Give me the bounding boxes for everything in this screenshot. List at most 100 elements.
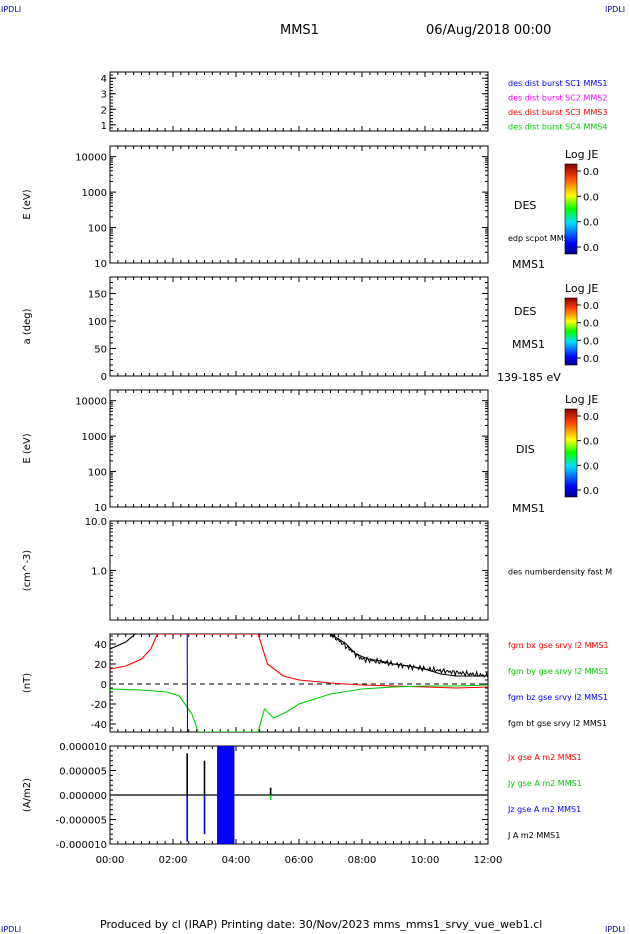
colorbar-tick-label: 0.0: [583, 192, 599, 203]
colorbar-tick-label: 0.0: [583, 167, 599, 178]
colorbar-tick-label: 0.0: [583, 319, 599, 330]
header-datetime: 06/Aug/2018 00:00: [426, 23, 551, 38]
y-axis-label: a (deg): [22, 308, 33, 344]
y-tick-label: 50: [94, 345, 107, 356]
y-tick-label: 4: [101, 74, 107, 85]
panel-side-label: DES: [514, 305, 536, 318]
panel-des-energy: 10 100 1000 10000 E (eV) DES edp scpot MMS1 MMS…: [22, 145, 574, 271]
panel-dis-energy: 10 100 1000 10000 E (eV) DIS MMS1: [22, 389, 545, 515]
corner-label-bottom-left: IPDLI: [1, 925, 21, 934]
panel-frame: [109, 520, 489, 621]
colorbar-tick-label: 0.0: [583, 461, 599, 472]
legend-entry: fgm bz gse srvy l2 MMS1: [508, 693, 608, 702]
colorbar-tick-label: 0.0: [583, 301, 599, 312]
panel-magnetic-field: -40 -20 0 20 40 (nT) fgm bx gse srvy l2 MMS1 fg…: [22, 633, 609, 733]
time-axis: 00:00 02:00 04:00 06:00 08:00 10:00 12:00: [96, 855, 503, 866]
panel-frame: [109, 633, 489, 733]
panel-frame: [109, 145, 489, 264]
y-tick-label: -20: [91, 700, 107, 711]
footer: Produced by cl (IRAP) Printing date: 30/…: [100, 918, 542, 931]
colorbar-gradient: [564, 297, 578, 366]
panel-side-label: MMS1: [512, 502, 545, 515]
y-tick-label: 0.000010: [59, 742, 107, 753]
legend-entry: fgm bt gse srvy l2 MMS1: [508, 719, 607, 728]
panel-side-label: MMS1: [512, 258, 545, 271]
colorbar-1: Log JE 0.0 0.0 0.0 0.0: [564, 148, 599, 255]
legend-entry: J A m2 MMS1: [507, 831, 560, 840]
colorbar-tick-label: 0.0: [583, 243, 599, 254]
y-tick-label: 10.0: [85, 517, 107, 528]
colorbar-title: Log JE: [565, 282, 598, 295]
y-tick-label: 100: [88, 317, 107, 328]
x-tick-label: 12:00: [474, 855, 503, 866]
y-tick-label: 0: [101, 372, 107, 383]
y-axis-label: (A/m2): [22, 778, 33, 812]
y-axis-label: (cm^-3): [22, 550, 33, 591]
y-tick-label: 1000: [82, 188, 107, 199]
header-spacecraft: MMS1: [280, 23, 319, 38]
panel-side-label: 139-185 eV: [497, 371, 561, 384]
colorbar-gradient: [564, 163, 578, 255]
legend-entry: des numberdensity fast M: [508, 568, 612, 577]
legend-entry: des dist burst SC1 MMS1: [508, 79, 607, 88]
colorbar-tick-label: 0.0: [583, 336, 599, 347]
colorbar-tick-label: 0.0: [583, 218, 599, 229]
x-tick-label: 04:00: [222, 855, 251, 866]
y-tick-label: 0.000005: [59, 767, 107, 778]
y-tick-label: 0.000000: [59, 791, 107, 802]
legend-entry: des dist burst SC2 MMS2: [508, 94, 607, 103]
panel-side-label: DIS: [516, 443, 535, 456]
panel-frame: [109, 389, 489, 508]
bt-noise-line: [330, 634, 488, 679]
y-tick-label: 0: [101, 680, 107, 691]
legend-entry: fgm bx gse srvy l2 MMS1: [508, 641, 609, 650]
panel-side-label: edp scpot MMS1: [508, 234, 574, 243]
plot-area: [110, 634, 488, 732]
y-axis-label: E (eV): [22, 433, 33, 463]
y-tick-label: 150: [88, 290, 107, 301]
y-axis-label: E (eV): [22, 189, 33, 219]
y-tick-label: 1000: [82, 432, 107, 443]
series-line: [110, 634, 488, 689]
panel-side-label: MMS1: [512, 338, 545, 351]
colorbar-tick-label: 0.0: [583, 486, 599, 497]
x-tick-label: 02:00: [159, 855, 188, 866]
series-line: [110, 634, 488, 677]
panel-density: 1.0 10.0 (cm^-3) des numberdensity fast M: [22, 517, 612, 621]
legend-entry: Jx gse A m2 MMS1: [507, 753, 582, 762]
y-tick-label: 3: [101, 90, 107, 101]
plot-area: [110, 746, 488, 844]
panel-side-label: DES: [514, 199, 536, 212]
colorbar-tick-label: 0.0: [583, 437, 599, 448]
colorbar-tick-label: 0.0: [583, 354, 599, 365]
y-tick-label: 2: [101, 105, 107, 116]
colorbar-gradient: [564, 408, 578, 498]
y-axis-label: (nT): [22, 673, 33, 693]
panel-frame: [109, 71, 489, 132]
legend-entry: fgm by gse srvy l2 MMS1: [508, 667, 609, 676]
colorbar-3: Log JE 0.0 0.0 0.0 0.0: [564, 393, 599, 498]
x-tick-label: 06:00: [285, 855, 314, 866]
panel-frame: [109, 276, 489, 377]
y-tick-label: 100: [88, 224, 107, 235]
y-tick-label: 40: [94, 640, 107, 651]
panel-current-density: -0.000010 -0.000005 0.000000 0.000005 0.0000…: [22, 742, 582, 851]
y-tick-label: 100: [88, 468, 107, 479]
y-tick-label: 10000: [75, 153, 107, 164]
y-tick-label: 20: [94, 660, 107, 671]
x-tick-label: 08:00: [348, 855, 377, 866]
legend-entry: Jy gse A m2 MMS1: [507, 779, 582, 788]
y-tick-label: 10: [94, 259, 107, 270]
corner-label-top-right: IPDLI: [605, 5, 625, 14]
x-tick-label: 00:00: [96, 855, 125, 866]
panels: 1 2 3 4 des dist burst SC1 MMS1 des dist burs…: [22, 71, 612, 851]
corner-label-bottom-right: IPDLI: [605, 925, 625, 934]
y-tick-label: 10000: [75, 397, 107, 408]
panel-des-pitch-angle: 0 50 100 150 a (deg) DES MMS1 139-185 eV: [22, 276, 561, 384]
y-tick-label: 1: [101, 121, 107, 132]
series-line: [110, 684, 488, 732]
colorbar-2: Log JE 0.0 0.0 0.0 0.0: [564, 282, 599, 366]
y-tick-label: -0.000005: [56, 816, 107, 827]
